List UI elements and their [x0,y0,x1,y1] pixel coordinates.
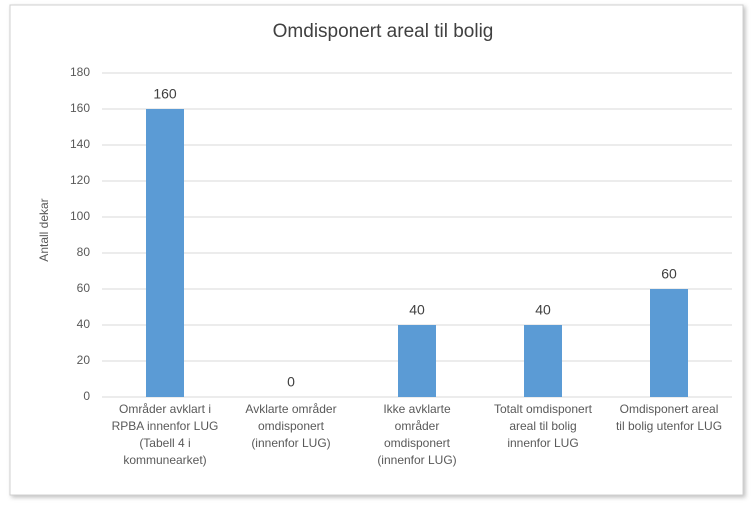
value-label: 40 [535,302,551,318]
bar [650,289,688,397]
x-tick-label: Avklarte områder omdisponert (innenfor LUG… [245,402,336,450]
bar [146,109,184,397]
y-tick-label: 80 [77,245,91,259]
y-tick-label: 100 [70,209,90,223]
y-tick-label: 0 [83,389,90,403]
chart-title: Omdisponert areal til bolig [273,21,494,42]
y-tick-label: 40 [77,317,91,331]
y-tick-label: 160 [70,101,90,115]
x-tick-label: Totalt omdisponert areal til bolig innenfo… [494,402,593,450]
bar [524,325,562,397]
y-axis-label: Antall dekar [37,198,51,261]
y-tick-label: 20 [77,353,91,367]
value-label: 60 [661,266,677,282]
chart-frame [9,4,744,496]
x-tick-label: Områder avklart i RPBA innenfor LUG (Tabel… [112,402,219,467]
value-label: 160 [153,86,177,102]
x-tick-label: Ikke avklarte områder omdisponert (innenfor… [377,402,456,467]
x-tick-label: Omdisponert areal til bolig utenfor LUG [616,402,722,433]
value-label: 0 [287,374,295,390]
y-tick-label: 140 [70,137,90,151]
y-tick-label: 180 [70,65,90,79]
value-label: 40 [409,302,425,318]
y-tick-label: 60 [77,281,91,295]
y-tick-label: 120 [70,173,90,187]
bar [398,325,436,397]
